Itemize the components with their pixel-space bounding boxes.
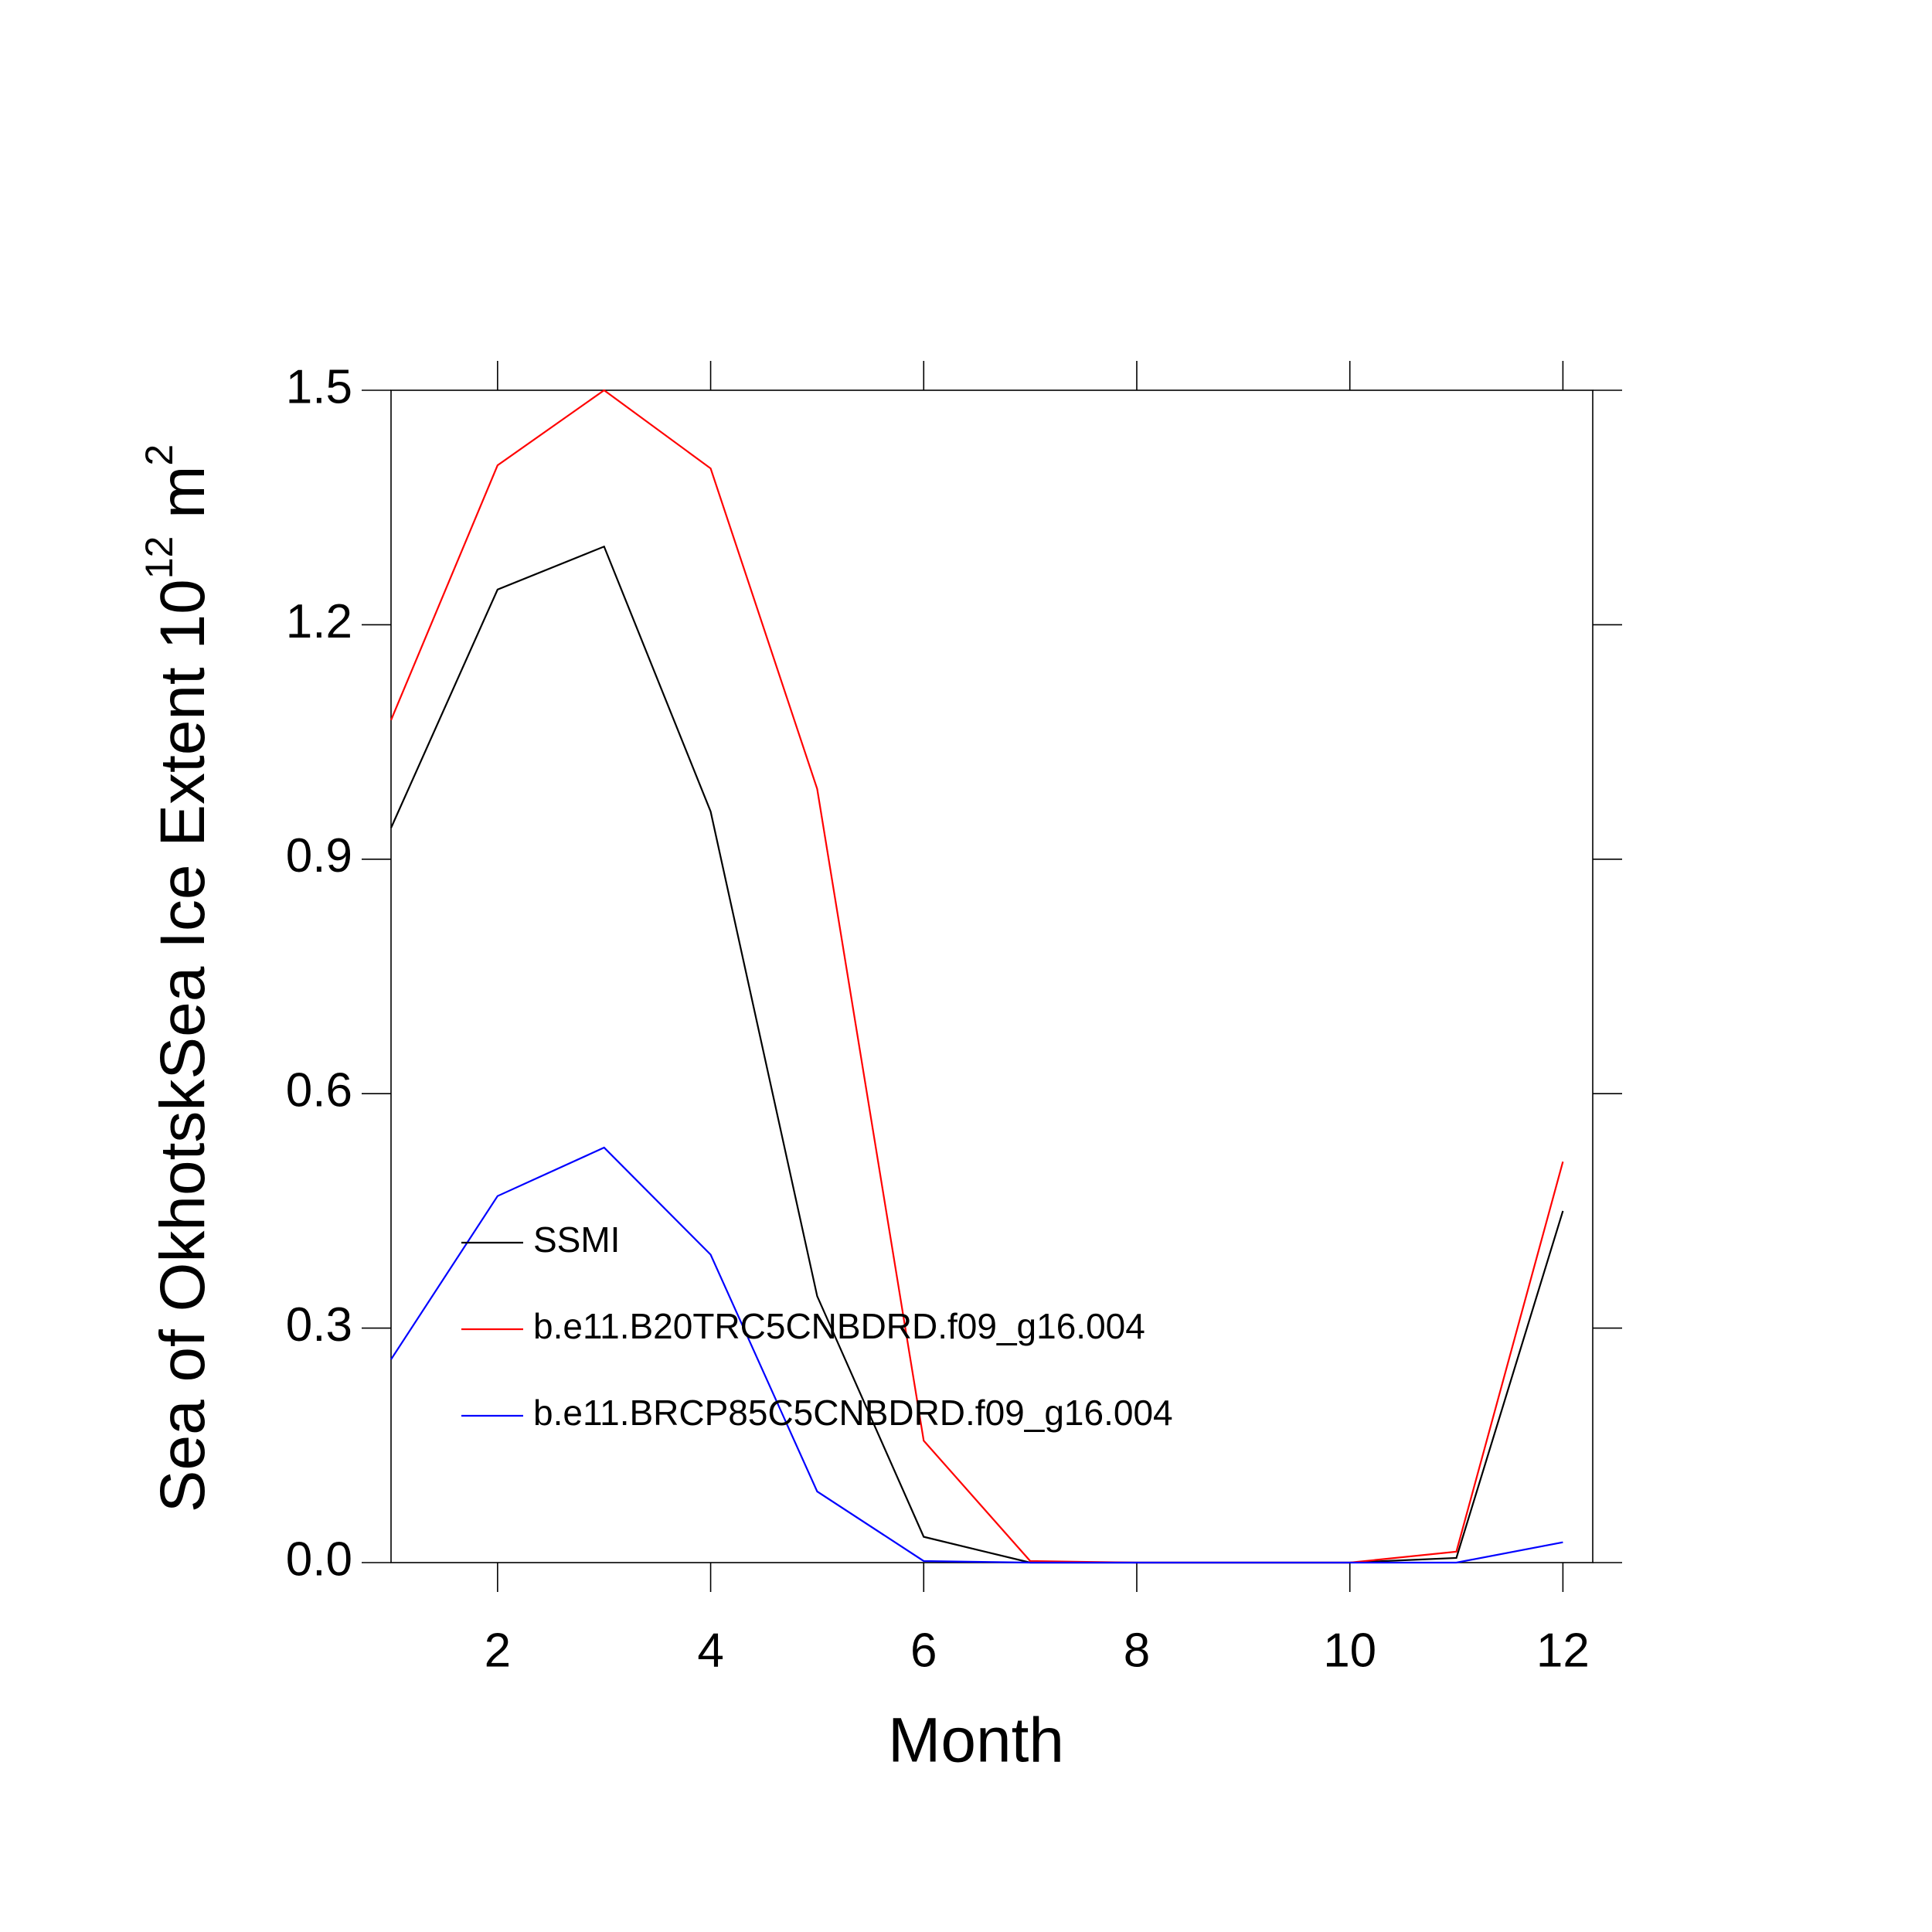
y-tick-label: 1.5 xyxy=(286,360,352,413)
y-axis-title-superscript: 12 xyxy=(138,536,181,580)
legend-label: SSMI xyxy=(533,1219,620,1260)
y-tick-label: 1.2 xyxy=(286,595,352,648)
y-tick-label: 0.6 xyxy=(286,1064,352,1117)
y-tick-label: 0.9 xyxy=(286,829,352,883)
x-tick-label: 12 xyxy=(1536,1624,1590,1677)
y-tick-label: 0.0 xyxy=(286,1532,352,1586)
series-line xyxy=(390,1146,1563,1564)
legend-label: b.e11.BRCP85C5CNBDRD.f09_g16.004 xyxy=(533,1393,1173,1433)
x-tick-label: 6 xyxy=(910,1624,937,1677)
x-axis-title: Month xyxy=(888,1706,1064,1776)
x-tick-label: 8 xyxy=(1124,1624,1150,1677)
legend-label: b.e11.B20TRC5CNBDRD.f09_g16.004 xyxy=(533,1306,1145,1346)
x-tick-label: 2 xyxy=(485,1624,511,1677)
x-tick-label: 10 xyxy=(1323,1624,1376,1677)
series-line xyxy=(389,389,1564,1564)
x-tick-label: 4 xyxy=(697,1624,723,1677)
y-axis-title: Sea of OkhotskSea Ice Extent 1012 m2 xyxy=(138,444,217,1512)
plot-frame xyxy=(390,389,1594,1563)
y-tick-label: 0.3 xyxy=(286,1298,352,1352)
y-axis-title-part: Sea of OkhotskSea Ice Extent 10 xyxy=(148,579,218,1512)
y-axis-title-part: m xyxy=(148,466,218,536)
y-axis-title-superscript: 2 xyxy=(138,444,181,466)
